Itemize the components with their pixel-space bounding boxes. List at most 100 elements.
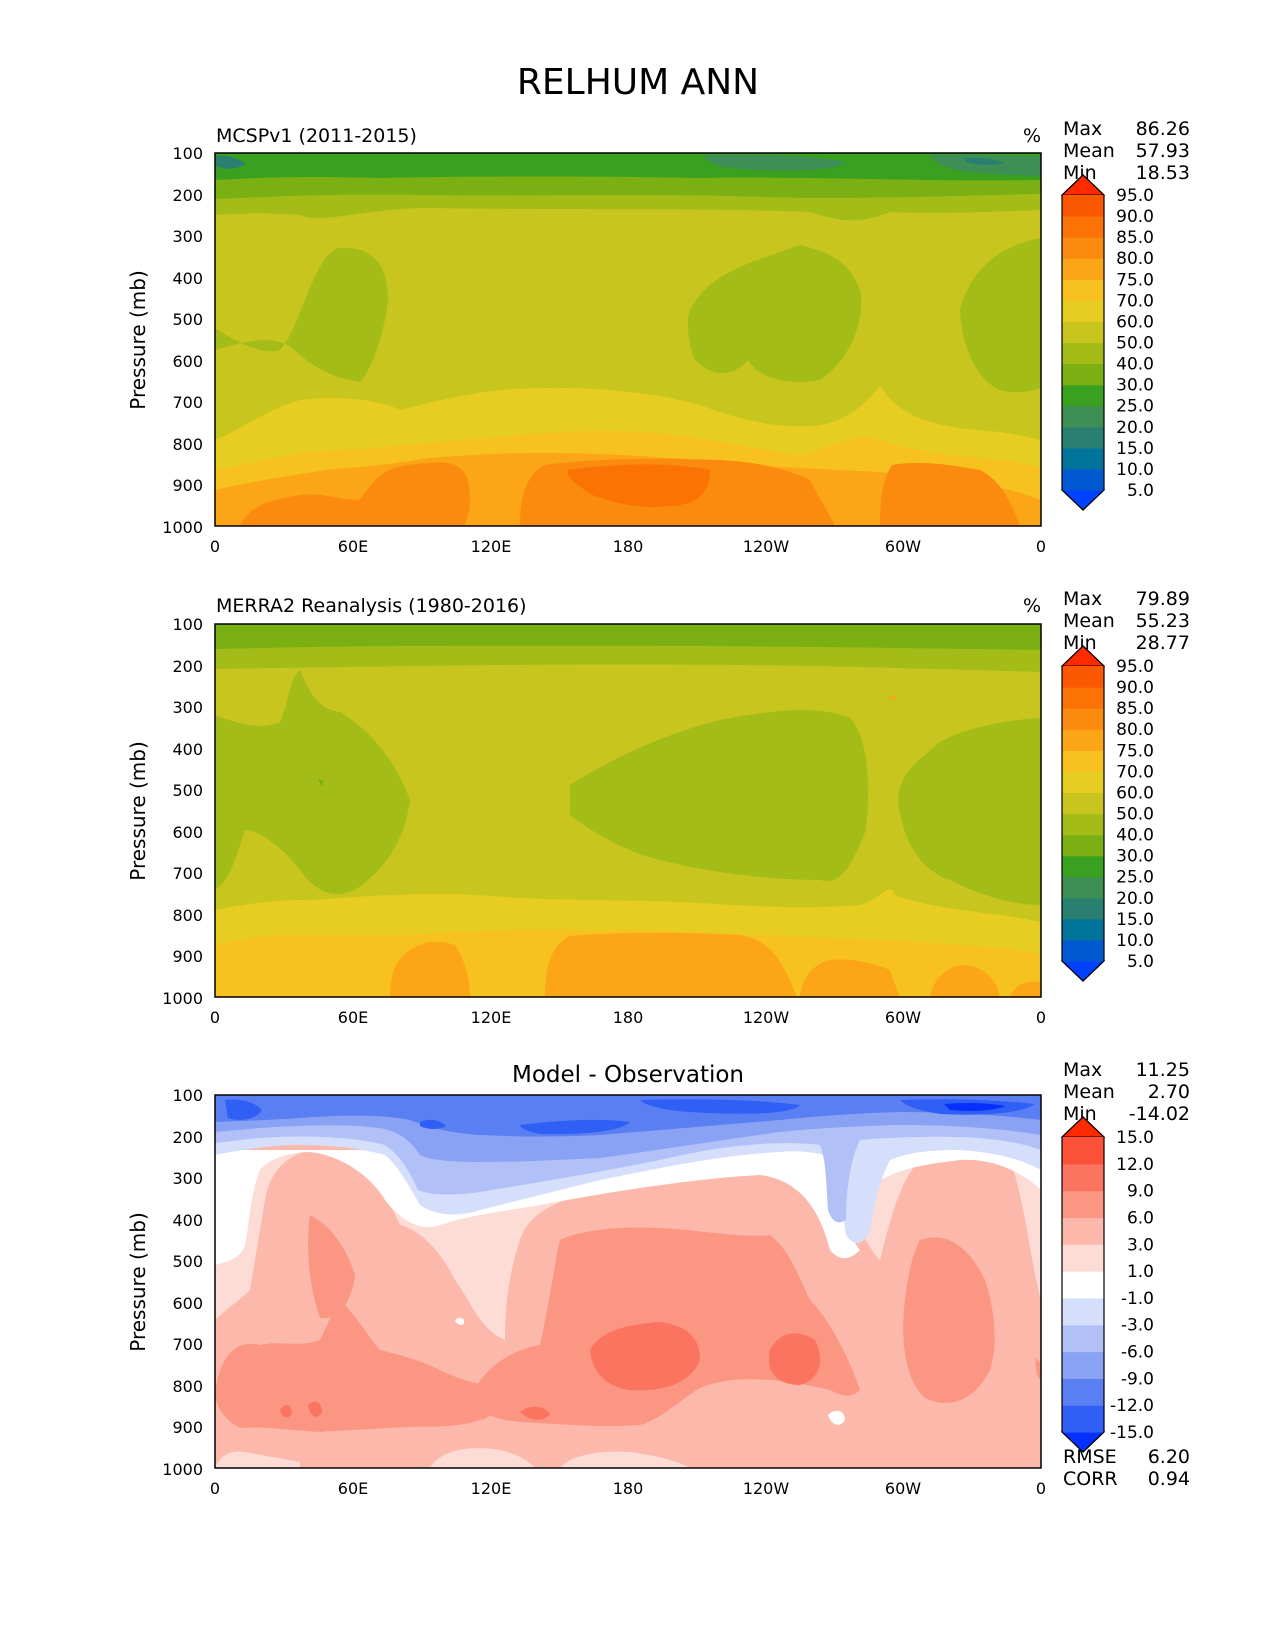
- y-tick: 100: [172, 615, 203, 634]
- y-tick: 300: [172, 227, 203, 246]
- panel-subtitle: MERRA2 Reanalysis (1980-2016): [216, 595, 527, 617]
- stat-max-label: Max: [1063, 118, 1102, 140]
- colorbar-tick-label: 25.0: [1116, 397, 1154, 417]
- x-axis-ticks: 0 60E 120E 180 120W 60W 0: [210, 537, 1046, 556]
- y-tick: 900: [172, 476, 203, 495]
- y-tick: 700: [172, 864, 203, 883]
- x-tick: 60W: [885, 1008, 921, 1027]
- colorbar-segment: [1062, 750, 1104, 772]
- colorbar-segment: [1062, 258, 1104, 280]
- stat-min-value: 18.53: [1136, 162, 1190, 184]
- colorbar-tick-label: 10.0: [1116, 931, 1154, 951]
- colorbar-tick-label: 1.0: [1127, 1262, 1154, 1282]
- stat-rmse-value: 6.20: [1148, 1446, 1190, 1468]
- colorbar-segment: [1062, 813, 1104, 836]
- colorbar-segment: [1062, 834, 1104, 857]
- colorbar-segment: [1062, 1244, 1104, 1272]
- y-tick: 1000: [162, 1460, 203, 1479]
- x-tick: 180: [613, 1479, 644, 1498]
- x-tick: 0: [210, 1479, 220, 1498]
- y-tick: 800: [172, 435, 203, 454]
- colorbar-tick-label: 95.0: [1116, 186, 1154, 206]
- colorbar-segment: [1062, 363, 1104, 386]
- colorbar-tick-label: 6.0: [1127, 1208, 1154, 1228]
- stat-min-label: Min: [1063, 632, 1097, 654]
- colorbar-tick-label: 85.0: [1116, 699, 1154, 719]
- y-tick: 500: [172, 1252, 203, 1271]
- y-axis-ticks: 100 200 300 400 500 600 700 800 900 1000: [162, 615, 203, 1008]
- x-axis-ticks: 0 60E 120E 180 120W 60W 0: [210, 1008, 1046, 1027]
- x-tick: 120W: [743, 537, 790, 556]
- colorbar-tick-label: 5.0: [1127, 952, 1154, 972]
- x-tick: 0: [1036, 1008, 1046, 1027]
- stat-mean-value: 57.93: [1136, 140, 1190, 162]
- contour-field: [215, 153, 1041, 526]
- stat-rmse-label: RMSE: [1063, 1446, 1117, 1468]
- colorbar-segment: [1062, 447, 1104, 470]
- colorbar-segment: [1062, 687, 1104, 709]
- y-tick: 400: [172, 269, 203, 288]
- colorbar-tick-label: -9.0: [1121, 1369, 1154, 1389]
- colorbar-tick-label: 25.0: [1116, 868, 1154, 888]
- colorbar-tick-label: 40.0: [1116, 826, 1154, 846]
- colorbar-segment: [1062, 729, 1104, 751]
- colorbar-tick-label: -1.0: [1121, 1289, 1154, 1309]
- plot-frame: [214, 152, 1042, 527]
- y-tick: 1000: [162, 989, 203, 1008]
- y-tick: 100: [172, 1086, 203, 1105]
- colorbar-tick-label: 9.0: [1127, 1182, 1154, 1202]
- x-tick: 0: [210, 1008, 220, 1027]
- colorbar-tick-label: 30.0: [1116, 376, 1154, 396]
- colorbar-tick-label: 90.0: [1116, 678, 1154, 698]
- colorbar-segment: [1062, 426, 1104, 449]
- colorbar-segment: [1062, 468, 1104, 491]
- colorbar-tick-label: 10.0: [1116, 460, 1154, 480]
- x-tick: 180: [613, 537, 644, 556]
- plot-frame: [214, 1094, 1042, 1469]
- panel-subtitle: MCSPv1 (2011-2015): [216, 125, 417, 147]
- y-tick: 400: [172, 740, 203, 759]
- y-tick: 900: [172, 947, 203, 966]
- colorbar-tick-label: 60.0: [1116, 312, 1154, 332]
- colorbar-tick-label: 3.0: [1127, 1235, 1154, 1255]
- colorbar: 5.010.015.020.025.030.040.050.060.070.07…: [1060, 645, 1154, 982]
- colorbar-segment: [1062, 918, 1104, 941]
- stat-mean-value: 55.23: [1136, 610, 1190, 632]
- colorbar-segment: [1062, 876, 1104, 899]
- colorbar-tick-label: -6.0: [1121, 1343, 1154, 1363]
- y-tick: 700: [172, 393, 203, 412]
- colorbar-segment: [1062, 195, 1104, 217]
- y-tick: 300: [172, 698, 203, 717]
- colorbar-tick-label: 60.0: [1116, 783, 1154, 803]
- stat-min-label: Min: [1063, 1103, 1097, 1125]
- y-axis-label: Pressure (mb): [126, 1212, 150, 1352]
- y-tick: 600: [172, 823, 203, 842]
- colorbar-segment: [1062, 771, 1104, 794]
- y-axis-label: Pressure (mb): [126, 741, 150, 881]
- colorbar-segment: [1062, 1351, 1104, 1379]
- x-axis-ticks: 0 60E 120E 180 120W 60W 0: [210, 1479, 1046, 1498]
- colorbar-segment: [1062, 1163, 1104, 1192]
- colorbar-segment: [1062, 1217, 1104, 1245]
- colorbar-tick-label: 95.0: [1116, 657, 1154, 677]
- colorbar-segment: [1062, 405, 1104, 428]
- x-tick: 60E: [338, 1008, 368, 1027]
- colorbar-segment: [1062, 342, 1104, 365]
- y-tick: 200: [172, 1128, 203, 1147]
- colorbar-tick-label: 85.0: [1116, 228, 1154, 248]
- plot-frame: [214, 623, 1042, 998]
- colorbar-segment: [1062, 1324, 1104, 1353]
- stat-min-label: Min: [1063, 162, 1097, 184]
- colorbar-tick-label: 20.0: [1116, 889, 1154, 909]
- x-tick: 120E: [471, 1008, 512, 1027]
- colorbar-segment: [1062, 792, 1104, 815]
- stats-box: Max 86.26 Mean 57.93 Min 18.53: [1063, 118, 1190, 184]
- panel-model: MCSPv1 (2011-2015) % Pressure (mb) 100: [126, 118, 1190, 556]
- y-tick: 600: [172, 1294, 203, 1313]
- colorbar-tick-label: -3.0: [1121, 1316, 1154, 1336]
- colorbar-segment: [1062, 321, 1104, 344]
- stat-min-value: -14.02: [1129, 1103, 1190, 1125]
- x-tick: 120E: [471, 537, 512, 556]
- y-tick: 900: [172, 1418, 203, 1437]
